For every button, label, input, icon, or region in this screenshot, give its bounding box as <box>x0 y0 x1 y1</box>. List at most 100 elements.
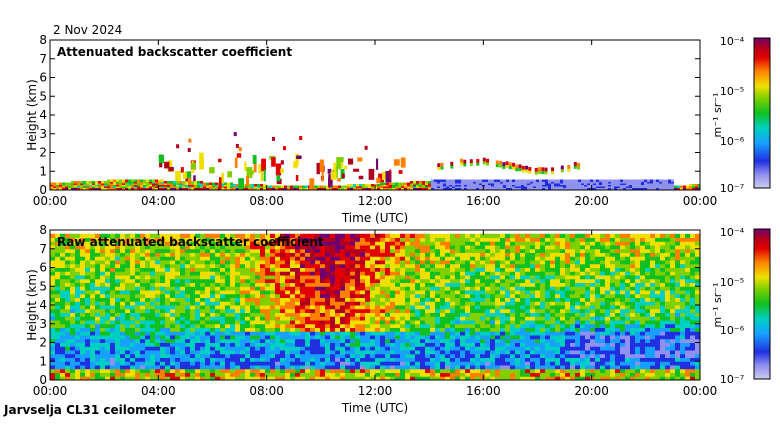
heat-cell <box>350 256 355 260</box>
heat-cell <box>470 260 475 264</box>
heat-cell <box>285 283 290 287</box>
heat-cell <box>405 369 410 373</box>
heat-cell <box>152 180 155 183</box>
heat-cell <box>200 286 205 290</box>
heat-cell <box>340 301 345 305</box>
heat-cell <box>385 260 390 264</box>
heat-cell <box>75 260 80 264</box>
heat-cell <box>450 249 455 253</box>
heat-cell <box>85 354 90 358</box>
heat-cell <box>125 271 130 275</box>
heat-cell <box>455 256 460 260</box>
heat-cell <box>145 264 150 268</box>
y-tick-label: 6 <box>39 71 47 85</box>
heat-cell <box>85 331 90 335</box>
heat-cell <box>425 238 430 242</box>
heat-cell <box>350 335 355 339</box>
heat-cell <box>395 354 400 358</box>
heat-cell <box>250 275 255 279</box>
heat-cell <box>340 320 345 324</box>
heat-cell <box>145 275 150 279</box>
cloud-cell <box>276 175 280 181</box>
heat-cell <box>330 343 335 347</box>
heat-cell <box>430 313 435 317</box>
heat-cell <box>220 373 225 377</box>
heat-cell <box>365 253 370 257</box>
heat-cell <box>115 324 120 328</box>
heat-cell <box>325 268 330 272</box>
heat-cell <box>365 238 370 242</box>
heat-cell <box>85 358 90 362</box>
heat-cell <box>375 358 380 362</box>
heat-cell <box>280 339 285 343</box>
heat-cell <box>410 238 415 242</box>
heat-cell <box>470 264 475 268</box>
heat-cell <box>584 180 587 183</box>
heat-cell <box>370 365 375 369</box>
heat-cell <box>165 298 170 302</box>
heat-cell <box>345 271 350 275</box>
heat-cell <box>235 324 240 328</box>
heat-cell <box>470 286 475 290</box>
heat-cell <box>485 343 490 347</box>
heat-cell <box>355 361 360 365</box>
heat-cell <box>395 286 400 290</box>
heat-cell <box>480 335 485 339</box>
heat-cell <box>90 283 95 287</box>
heat-cell <box>280 286 285 290</box>
heat-cell <box>240 290 245 294</box>
heat-cell <box>495 301 500 305</box>
heat-cell <box>490 339 495 343</box>
heat-cell <box>485 309 490 313</box>
heat-cell <box>170 369 175 373</box>
heat-cell <box>290 331 295 335</box>
heat-cell <box>110 305 115 309</box>
heat-cell <box>175 324 180 328</box>
heat-cell <box>505 358 510 362</box>
heat-cell <box>140 369 145 373</box>
heat-cell <box>340 358 345 362</box>
cloud-cell <box>506 165 509 168</box>
heat-cell <box>335 335 340 339</box>
heat-cell <box>395 241 400 245</box>
heat-cell <box>465 264 470 268</box>
heat-cell <box>480 328 485 332</box>
heat-cell <box>180 316 185 320</box>
heat-cell <box>225 309 230 313</box>
heat-cell <box>255 249 260 253</box>
heat-cell <box>60 316 65 320</box>
heat-cell <box>671 180 674 183</box>
heat-cell <box>375 301 380 305</box>
heat-cell <box>295 369 300 373</box>
cloud-cell <box>309 178 314 190</box>
heat-cell <box>240 328 245 332</box>
heat-cell <box>160 309 165 313</box>
heat-cell <box>235 335 240 339</box>
heat-cell <box>146 180 149 183</box>
heat-cell <box>460 369 465 373</box>
heat-cell <box>500 260 505 264</box>
heat-cell <box>100 301 105 305</box>
heat-cell <box>335 313 340 317</box>
heat-cell <box>75 343 80 347</box>
heat-cell <box>155 373 160 377</box>
cloud-cell <box>348 159 353 165</box>
heat-cell <box>400 369 405 373</box>
heat-cell <box>175 294 180 298</box>
heat-cell <box>405 354 410 358</box>
heat-cell <box>430 290 435 294</box>
heat-cell <box>195 324 200 328</box>
heat-cell <box>190 335 195 339</box>
cloud-cell <box>342 174 345 179</box>
heat-cell <box>55 346 60 350</box>
heat-cell <box>490 275 495 279</box>
heat-cell <box>305 339 310 343</box>
heat-cell <box>587 180 590 183</box>
heat-cell <box>260 253 265 257</box>
heat-cell <box>280 335 285 339</box>
heat-cell <box>395 365 400 369</box>
heat-cell <box>275 358 280 362</box>
heat-cell <box>215 271 220 275</box>
heat-cell <box>545 180 548 183</box>
heat-cell <box>445 253 450 257</box>
